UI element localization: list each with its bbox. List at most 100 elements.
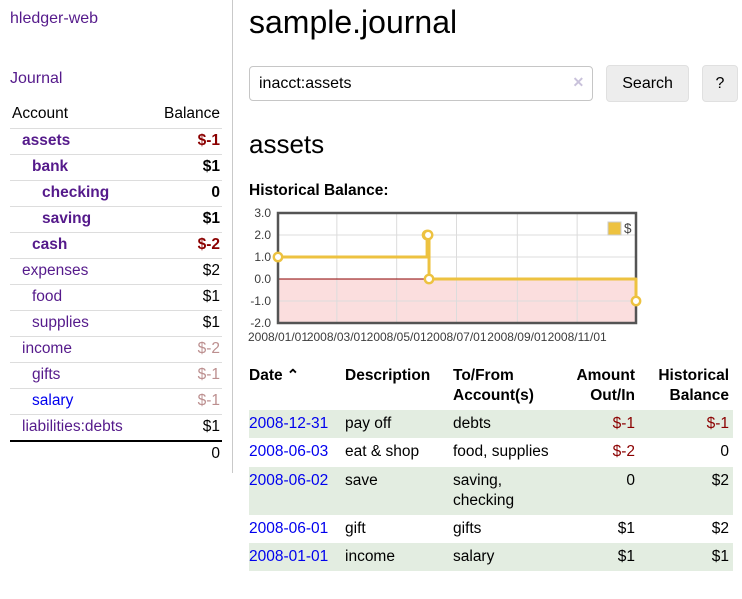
register-table: Date ⌃ Description To/From Account(s) Amo…	[249, 363, 733, 572]
account-row: saving $1	[10, 206, 222, 233]
transaction-description: eat & shop	[345, 443, 420, 461]
register-body: 2008-12-31 pay off debts $-1 $-1 2008-06-03 ea…	[249, 410, 733, 572]
axis-tick-label: 2008/03/01	[307, 330, 367, 344]
account-row: gifts $-1	[10, 362, 222, 389]
account-row: liabilities:debts $1	[10, 414, 222, 441]
account-row: cash $-2	[10, 232, 222, 259]
account-balance: $1	[149, 414, 222, 441]
transaction-accounts: gifts	[453, 519, 482, 537]
account-link[interactable]: bank	[32, 158, 69, 175]
account-balance: $-2	[149, 336, 222, 363]
account-balance: $2	[149, 258, 222, 285]
axis-tick-label: 3.0	[254, 206, 271, 220]
accounts-total-spacer	[10, 440, 150, 467]
sidebar-item-journal[interactable]: Journal	[10, 70, 63, 87]
account-balance: $-2	[149, 232, 222, 259]
account-link[interactable]: checking	[42, 184, 110, 201]
register-header-row: Date ⌃ Description To/From Account(s) Amo…	[249, 363, 733, 410]
amount-column-header: Amount Out/In	[576, 367, 635, 405]
transaction-date-link[interactable]: 2008-12-31	[249, 415, 329, 433]
transaction-balance: $-1	[706, 415, 729, 433]
sidebar-nav: Journal	[10, 28, 222, 88]
transaction-row: 2008-12-31 pay off debts $-1 $-1	[249, 410, 733, 439]
sort-ascending-icon: ⌃	[286, 367, 300, 384]
data-point-marker	[423, 273, 435, 285]
main-content: sample.journal ✕ Search ? assets Histori…	[233, 0, 742, 599]
axis-tick-label: 1.0	[254, 250, 271, 264]
accounts-column-header-register: To/From Account(s)	[453, 367, 534, 405]
axis-tick-label: 2008/11/01	[548, 330, 607, 344]
transaction-description: gift	[345, 519, 366, 537]
search-button[interactable]: Search	[606, 65, 689, 102]
account-link[interactable]: assets	[22, 132, 71, 149]
search-input[interactable]	[249, 66, 594, 101]
transaction-accounts: saving, checking	[453, 471, 515, 509]
account-link[interactable]: salary	[32, 392, 74, 409]
accounts-total-value: 0	[149, 440, 222, 467]
transaction-date-link[interactable]: 2008-06-01	[249, 519, 329, 537]
accounts-total-row: 0	[10, 440, 222, 467]
transaction-balance: $1	[711, 547, 729, 565]
data-point-marker	[630, 295, 642, 307]
transaction-balance: $2	[711, 471, 729, 489]
accounts-column-header: Account	[12, 105, 69, 122]
transaction-amount: $1	[617, 547, 635, 565]
search-form: ✕ Search ?	[249, 65, 738, 102]
transaction-accounts: salary	[453, 547, 495, 565]
axis-tick-label: 2008/05/01	[367, 330, 427, 344]
historical-balance-column-header: Historical Balance	[658, 367, 729, 405]
account-row: salary $-1	[10, 388, 222, 415]
historical-balance-chart: $3.0 2.0 1.0 0.0 -1.0 -2.02008/01/012008/03/0…	[248, 206, 642, 344]
account-row: food $1	[10, 284, 222, 311]
balance-column-header: Balance	[163, 105, 220, 122]
date-column-header[interactable]: Date ⌃	[249, 367, 300, 384]
transaction-date-link[interactable]: 2008-06-02	[249, 471, 329, 489]
axis-tick-label: 2008/09/01	[487, 330, 547, 344]
account-row: assets $-1	[10, 128, 222, 155]
account-row: bank $1	[10, 154, 222, 181]
account-link[interactable]: cash	[32, 236, 68, 253]
transaction-row: 2008-01-01 income salary $1 $1	[249, 542, 733, 572]
transaction-amount: $-1	[612, 415, 635, 433]
transaction-balance: $2	[711, 519, 729, 537]
axis-tick-label: 0.0	[254, 272, 271, 286]
account-balance: $-1	[149, 128, 222, 155]
account-row: expenses $2	[10, 258, 222, 285]
account-link[interactable]: food	[32, 288, 63, 305]
page-title: sample.journal	[249, 4, 458, 40]
clear-search-icon[interactable]: ✕	[572, 74, 585, 90]
axis-tick-label: 2.0	[254, 228, 271, 242]
plot-border	[276, 211, 638, 325]
transaction-date-link[interactable]: 2008-06-03	[249, 443, 329, 461]
transaction-accounts: debts	[453, 415, 491, 433]
axis-tick-label: -2.0	[250, 316, 271, 330]
account-balance: $-1	[149, 388, 222, 415]
legend-label: $	[624, 221, 632, 236]
axis-tick-label: -1.0	[250, 294, 271, 308]
accounts-table: Account Balance assets $-1 bank $1 checking 0…	[10, 102, 222, 467]
sidebar: hledger-web Journal Account Balance asse…	[0, 0, 233, 473]
account-row: supplies $1	[10, 310, 222, 337]
app-brand-link[interactable]: hledger-web	[10, 10, 99, 27]
legend-color-box	[607, 221, 622, 236]
account-link[interactable]: liabilities:debts	[22, 418, 123, 435]
search-box: ✕	[249, 66, 594, 101]
transaction-accounts: food, supplies	[453, 443, 549, 461]
account-page-title: assets	[249, 129, 325, 159]
account-link[interactable]: supplies	[32, 314, 89, 331]
help-button[interactable]: ?	[701, 65, 738, 102]
transaction-date-link[interactable]: 2008-01-01	[249, 547, 329, 565]
account-link[interactable]: expenses	[22, 262, 89, 279]
account-row: checking 0	[10, 180, 222, 207]
transaction-description: save	[345, 471, 378, 489]
axis-tick-label: 2008/01/01	[248, 330, 308, 344]
account-link[interactable]: income	[22, 340, 72, 357]
account-link[interactable]: gifts	[32, 366, 61, 383]
chart-heading: Historical Balance:	[249, 182, 389, 199]
account-link[interactable]: saving	[42, 210, 92, 227]
account-balance: $1	[149, 154, 222, 181]
transaction-amount: $1	[617, 519, 635, 537]
transaction-amount: $-2	[612, 443, 635, 461]
data-point-marker	[272, 251, 284, 263]
account-row: income $-2	[10, 336, 222, 363]
